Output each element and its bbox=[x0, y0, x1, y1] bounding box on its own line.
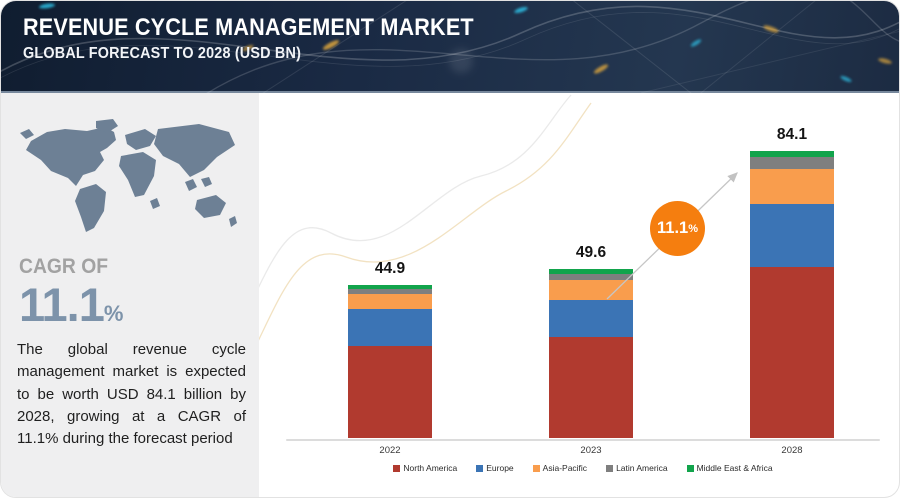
legend-swatch-icon bbox=[606, 464, 614, 472]
stacked-bar-2028 bbox=[750, 150, 834, 438]
x-axis-tick-2022: 2022 bbox=[379, 445, 401, 456]
legend-item-latin-america: Latin America bbox=[606, 463, 668, 473]
x-axis-tick-2028: 2028 bbox=[781, 445, 803, 456]
cagr-label: CAGR OF bbox=[19, 255, 109, 278]
bar-segment-europe-2023 bbox=[549, 299, 633, 338]
bar-segment-europe-2028 bbox=[750, 204, 834, 268]
legend-item-asia-pacific: Asia-Pacific bbox=[532, 463, 588, 473]
bar-segment-middle-east-africa-2028 bbox=[750, 150, 834, 157]
header-banner: REVENUE CYCLE MANAGEMENT MARKET GLOBAL F… bbox=[1, 1, 899, 93]
bar-segment-north-america-2022 bbox=[348, 345, 432, 438]
legend-item-middle-east-africa: Middle East & Africa bbox=[686, 463, 773, 473]
legend-swatch-icon bbox=[686, 464, 694, 472]
legend-label: Asia-Pacific bbox=[542, 463, 588, 473]
bar-total-label-2022: 44.9 bbox=[374, 259, 406, 277]
cagr-badge: 11.1% bbox=[650, 201, 705, 256]
page-title: REVENUE CYCLE MANAGEMENT MARKET bbox=[23, 14, 474, 41]
x-axis-tick-2023: 2023 bbox=[580, 445, 602, 456]
world-map bbox=[20, 119, 237, 232]
legend-label: Middle East & Africa bbox=[696, 463, 773, 473]
bar-segment-asia-pacific-2028 bbox=[750, 168, 834, 205]
stacked-bar-2023 bbox=[549, 268, 633, 438]
legend-item-north-america: North America bbox=[393, 463, 457, 473]
legend-item-europe: Europe bbox=[476, 463, 514, 473]
market-summary-text: The global revenue cycle management mark… bbox=[17, 341, 246, 448]
cagr-value: 11.1 bbox=[19, 278, 105, 331]
legend-label: North America bbox=[403, 463, 458, 473]
legend-swatch-icon bbox=[532, 464, 540, 472]
cagr-badge-unit: % bbox=[688, 222, 698, 235]
legend-swatch-icon bbox=[476, 464, 484, 472]
page-subtitle: GLOBAL FORECAST TO 2028 (USD BN) bbox=[23, 45, 302, 62]
legend-label: Latin America bbox=[616, 463, 668, 473]
cagr-block: CAGR OF 11.1% bbox=[19, 255, 123, 332]
bar-segment-europe-2022 bbox=[348, 309, 432, 346]
legend-swatch-icon bbox=[393, 464, 401, 472]
chart-legend: North America Europe Asia-Pacific Latin Ame… bbox=[286, 463, 880, 473]
cagr-badge-value: 11.1 bbox=[657, 219, 689, 237]
bar-segment-north-america-2023 bbox=[549, 337, 633, 438]
bar-total-label-2023: 49.6 bbox=[575, 243, 607, 261]
bar-segment-north-america-2028 bbox=[750, 267, 834, 438]
bar-segment-latin-america-2028 bbox=[750, 156, 834, 169]
bar-total-label-2028: 84.1 bbox=[776, 125, 808, 143]
bar-segment-asia-pacific-2022 bbox=[348, 294, 432, 310]
legend-label: Europe bbox=[486, 463, 514, 473]
cagr-unit: % bbox=[103, 301, 124, 326]
bar-segment-asia-pacific-2023 bbox=[549, 279, 633, 300]
stacked-bar-2022 bbox=[348, 284, 432, 438]
x-axis-line bbox=[286, 439, 880, 441]
